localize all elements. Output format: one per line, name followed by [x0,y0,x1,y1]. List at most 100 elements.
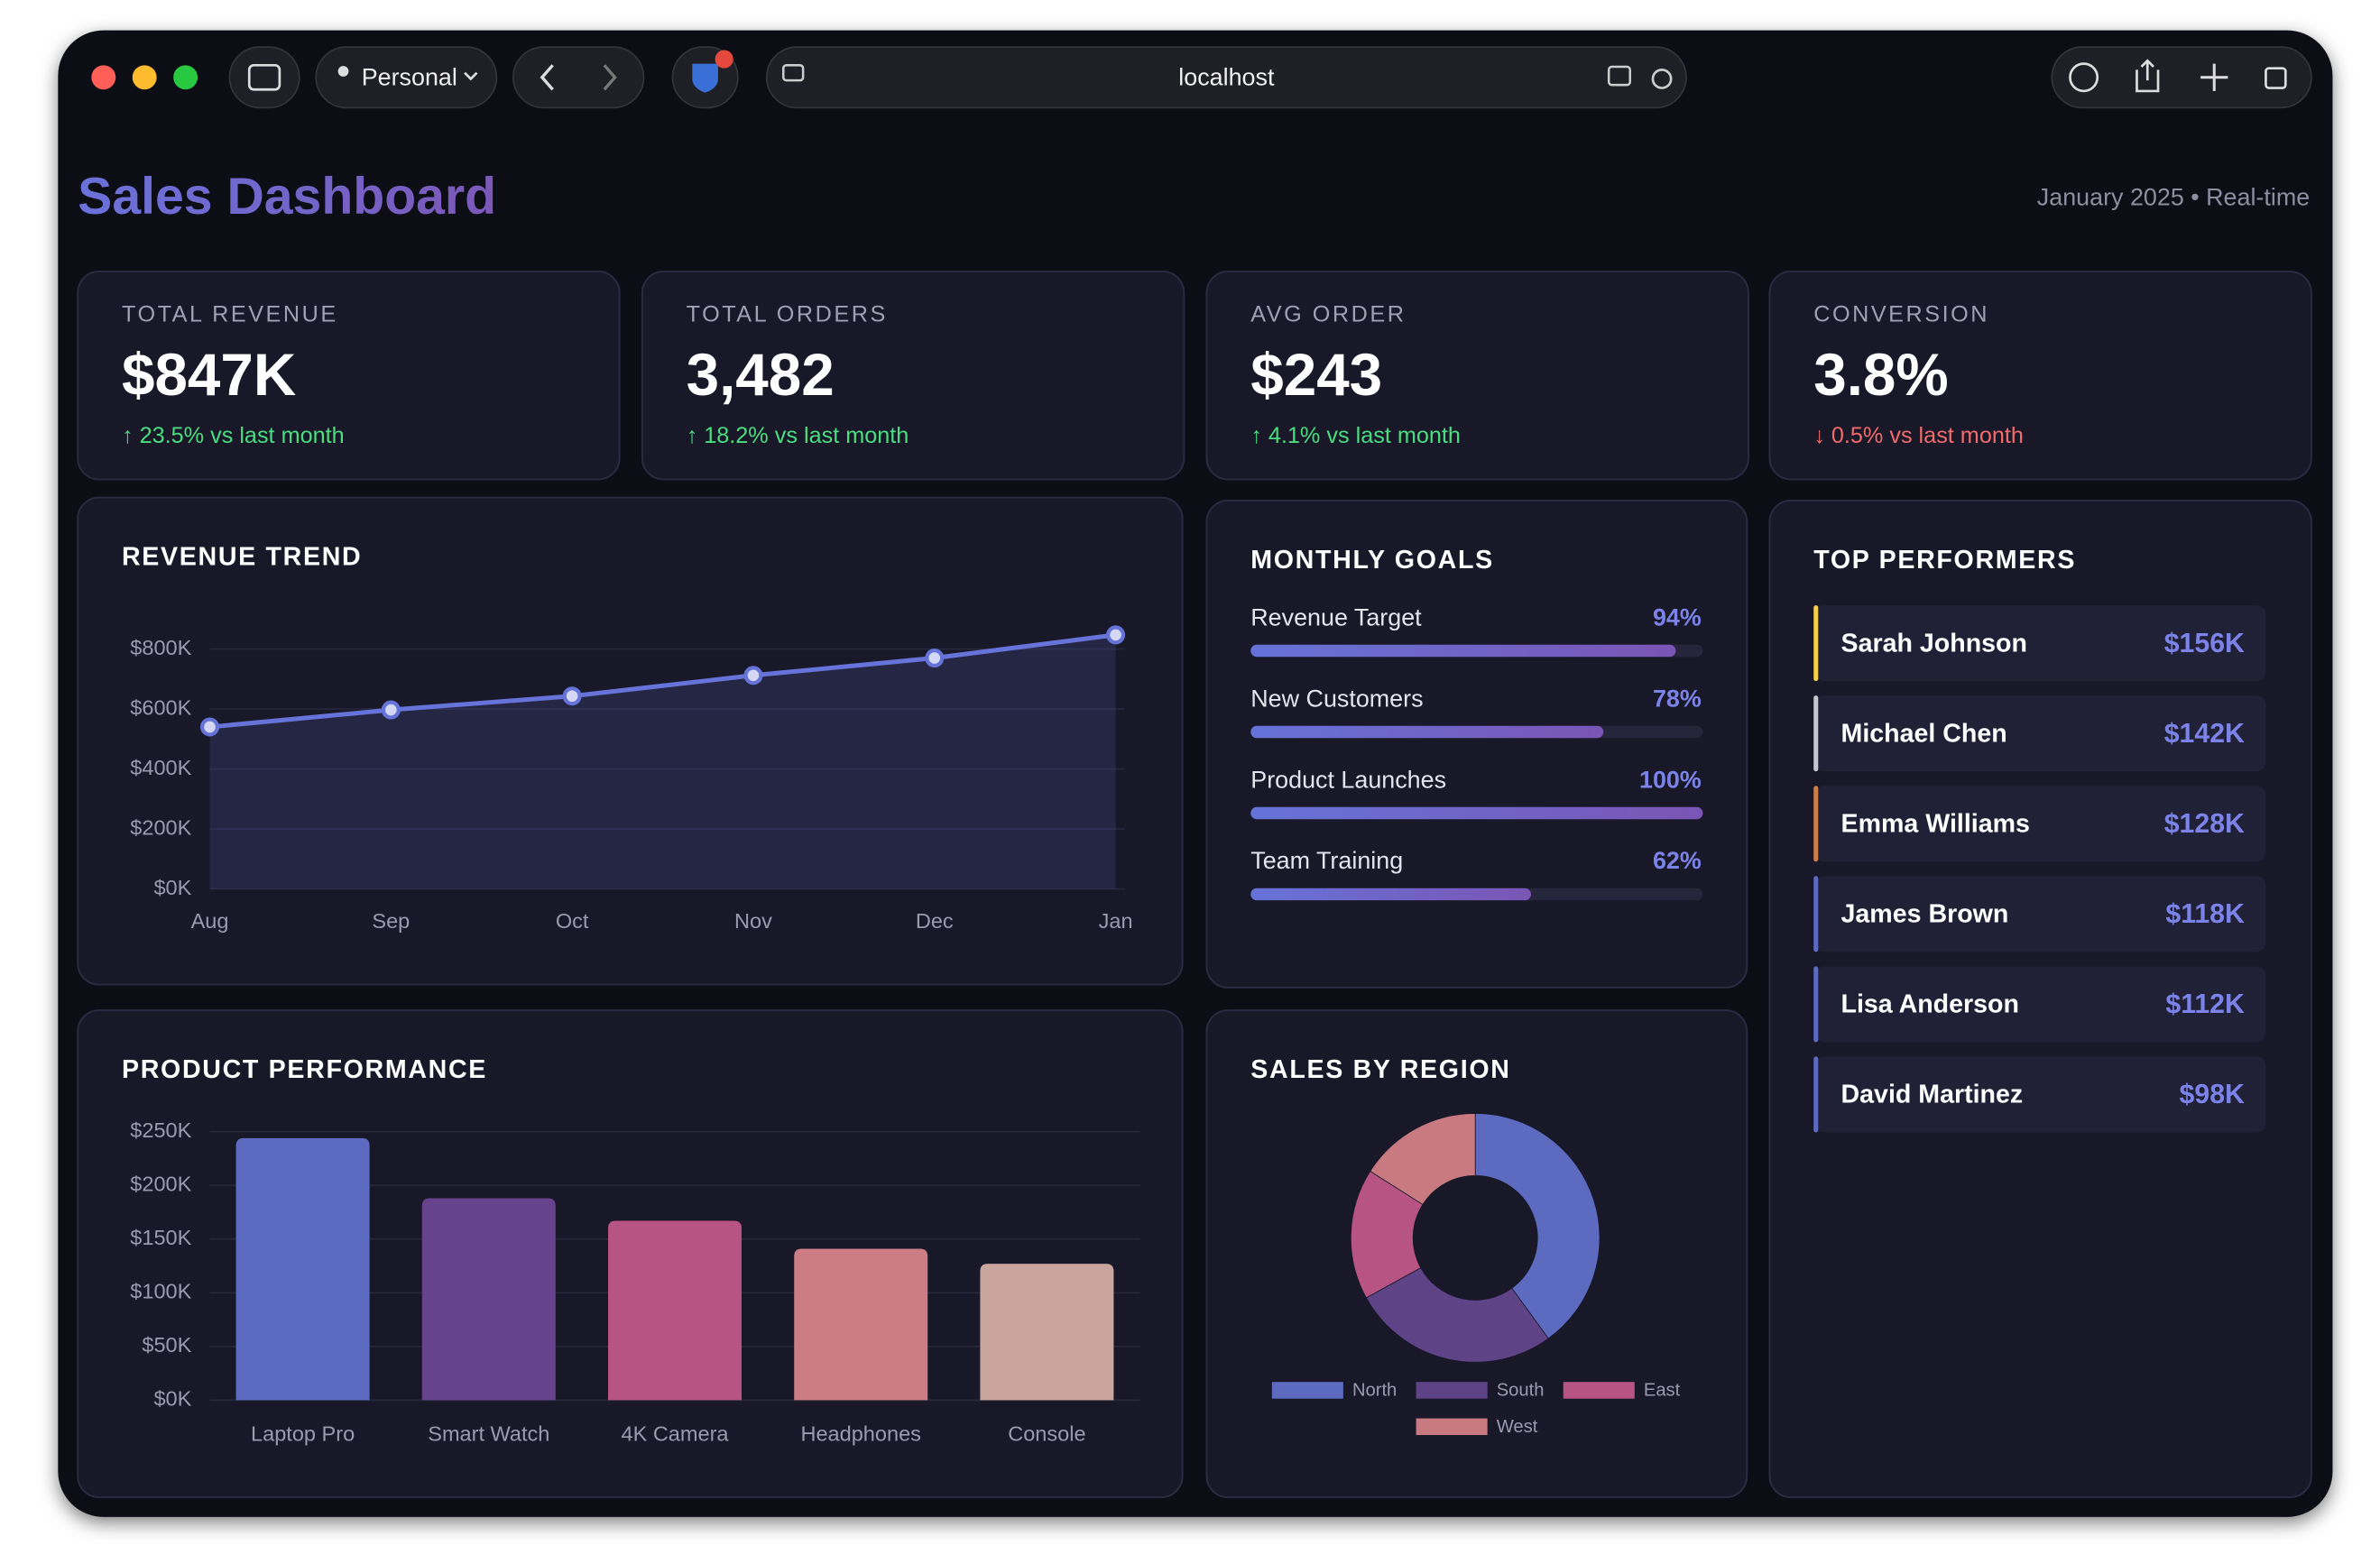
kpi-value: 3.8% [1813,342,1948,408]
revenue-card [77,496,1184,986]
performer-name: Lisa Anderson [1841,990,2019,1019]
y-tick-label: $200K [130,815,191,839]
kpi-label: TOTAL ORDERS [687,301,888,327]
page-icon [781,64,805,82]
kpi-change: ↑ 18.2% vs last month [687,423,909,448]
sidebar-icon [247,63,281,91]
bar [794,1248,928,1401]
kpi-card [641,271,1185,481]
performer-row[interactable] [1814,605,2266,682]
address-bar[interactable] [765,46,1687,109]
kpi-change: ↓ 0.5% vs last month [1813,423,2024,448]
performer-amount: $156K [2164,629,2245,658]
shield-icon [692,63,718,93]
x-tick-label: Oct [556,909,589,933]
x-tick-label: Laptop Pro [251,1421,355,1445]
y-tick-label: $50K [142,1333,191,1357]
point [200,717,220,737]
performer-row[interactable] [1814,695,2266,772]
legend-swatch [1416,1382,1488,1399]
progress-bar [1250,644,1676,658]
translate-icon[interactable] [1607,65,1632,87]
zoom-button[interactable] [173,65,198,90]
performer-row[interactable] [1814,966,2266,1043]
reload-icon[interactable] [1651,69,1673,89]
bar [421,1198,556,1401]
x-tick-label: Headphones [800,1421,920,1445]
back-icon[interactable] [540,64,554,91]
performer-name: James Brown [1841,900,2009,929]
legend-swatch [1416,1418,1488,1436]
dashboard-title: Sales Dashboard [78,168,496,225]
nav-buttons[interactable] [512,46,645,109]
kpi-card [1205,271,1749,481]
performer-name: Emma Williams [1841,809,2030,838]
performer-row[interactable] [1814,876,2266,952]
pie-slice [1474,1113,1601,1339]
progress-bar [1250,888,1532,901]
bar [235,1137,370,1401]
x-tick-label: Jan [1099,909,1133,933]
point [1106,625,1126,645]
y-tick-label: $800K [130,636,191,659]
goal-label: Product Launches [1250,766,1446,793]
legend-swatch [1271,1382,1343,1399]
y-tick-label: $100K [130,1280,191,1303]
y-tick-label: $150K [130,1226,191,1249]
legend-label: South [1497,1381,1545,1401]
card-title: TOP PERFORMERS [1813,546,2076,575]
download-icon[interactable] [2069,62,2099,93]
goal-value: 78% [1653,685,1702,712]
kpi-change: ↑ 23.5% vs last month [122,423,345,448]
profile-icon [337,66,349,77]
performer-row[interactable] [1814,786,2266,862]
goal-label: Team Training [1250,847,1403,874]
toolbar-actions [2051,46,2312,109]
performer-row[interactable] [1814,1056,2266,1133]
pie-slice [1370,1113,1476,1206]
minimize-button[interactable] [132,65,157,90]
x-tick-label: Smart Watch [428,1421,549,1445]
y-tick-label: $200K [130,1172,191,1195]
performer-amount: $128K [2164,809,2245,839]
forward-icon[interactable] [603,64,617,91]
bar [980,1264,1114,1401]
point [925,648,945,668]
goal-label: Revenue Target [1250,603,1422,630]
y-tick-label: $0K [153,1387,191,1411]
goal-value: 94% [1653,603,1702,630]
kpi-label: CONVERSION [1813,301,1989,327]
card-title: PRODUCT PERFORMANCE [122,1055,487,1084]
x-tick-label: Aug [191,909,229,933]
card-title: SALES BY REGION [1250,1055,1510,1084]
sidebar-button[interactable] [228,46,300,109]
kpi-value: $243 [1250,342,1382,408]
legend-label: West [1497,1417,1538,1437]
kpi-value: $847K [122,342,296,408]
performer-accent [1813,966,1819,1043]
performer-amount: $142K [2164,719,2245,749]
y-tick-label: $250K [130,1118,191,1142]
chevron [464,71,478,81]
card-title: MONTHLY GOALS [1250,546,1494,575]
point [381,700,401,720]
goal-label: New Customers [1250,685,1423,712]
kpi-change: ↑ 4.1% vs last month [1250,423,1461,448]
y-tick-label: $400K [130,756,191,779]
dashboard-subtitle: January 2025 • Real-time [2037,183,2310,210]
close-button[interactable] [91,65,116,90]
card-title: REVENUE TREND [122,542,362,571]
x-tick-label: Sep [372,909,410,933]
tabs-icon[interactable] [2265,67,2287,89]
kpi-label: TOTAL REVENUE [122,301,338,327]
performer-name: Michael Chen [1841,719,2007,748]
point [743,666,763,685]
share-icon[interactable] [2136,59,2160,93]
performer-accent [1813,1056,1819,1133]
new-tab-icon[interactable] [2200,63,2228,91]
performer-accent [1813,876,1819,952]
goals-card [1205,500,1748,989]
bar [608,1220,743,1401]
profile-button[interactable] [315,46,498,109]
